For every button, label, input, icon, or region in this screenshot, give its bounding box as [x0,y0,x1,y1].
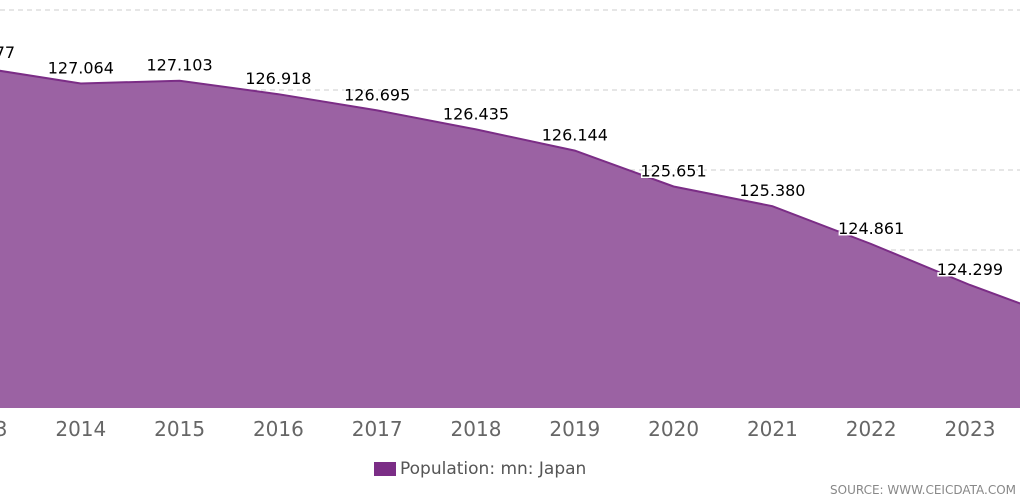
data-label: 125.380 [739,181,805,200]
x-tick-label: 2014 [55,417,106,441]
data-label: 125.651 [641,161,707,180]
x-tick-label: 2015 [154,417,205,441]
data-label: 127.277 [0,43,15,62]
legend-swatch [374,462,396,476]
data-label: 126.918 [245,69,311,88]
data-label: 126.435 [443,104,509,123]
x-tick-label: 2021 [747,417,798,441]
data-label: 127.064 [48,59,114,78]
legend-label: Population: mn: Japan [400,459,587,479]
area-fill [0,70,1020,408]
data-label: 127.103 [147,56,213,75]
x-tick-label: 2022 [846,417,897,441]
x-tick-label: 2019 [549,417,600,441]
series-line [0,69,1020,305]
legend[interactable]: Population: mn: Japan [374,459,586,479]
x-tick-label: 2023 [945,417,996,441]
x-tick-label: 2013 [0,417,7,441]
x-tick-label: 2017 [352,417,403,441]
data-label: 126.695 [344,85,410,104]
x-tick-label: 2018 [451,417,502,441]
data-label: 124.861 [838,219,904,238]
x-tick-label: 2020 [648,417,699,441]
x-axis-ticks: 2013 2014 2015 2016 2017 2018 2019 2020 2021 2022… [0,417,996,441]
data-label: 124.299 [937,260,1003,279]
data-labels: 127.277 127.064 127.103 126.918 126.695 126.4… [0,42,1005,281]
data-label: 126.144 [542,126,608,145]
area-series [0,69,1020,408]
source-note: SOURCE: WWW.CEICDATA.COM | [830,483,1020,497]
x-tick-label: 2016 [253,417,304,441]
